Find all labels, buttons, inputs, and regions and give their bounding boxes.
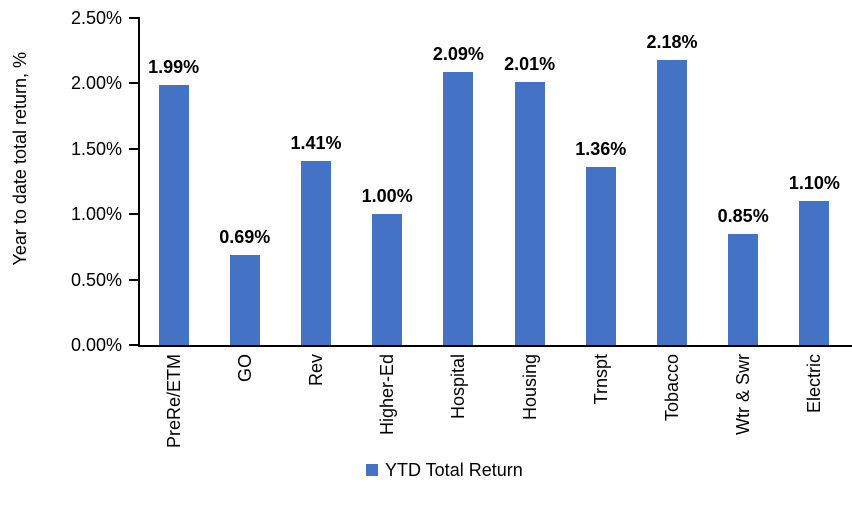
legend: YTD Total Return bbox=[366, 459, 523, 481]
x-category-label: Housing bbox=[519, 354, 541, 420]
legend-swatch-icon bbox=[366, 464, 378, 476]
bar-value-label: 1.41% bbox=[290, 132, 342, 153]
x-category-label: Rev bbox=[305, 354, 327, 386]
x-category-label: Hospital bbox=[447, 354, 469, 419]
x-category-label-text: Housing bbox=[519, 354, 540, 421]
x-category-label-text: Trnspt bbox=[590, 354, 611, 405]
y-tick-mark bbox=[129, 82, 138, 85]
bar bbox=[443, 71, 474, 345]
bar-value-label: 2.01% bbox=[504, 54, 556, 75]
bar bbox=[158, 84, 189, 345]
x-category-label-text: Wtr & Swr bbox=[733, 354, 754, 435]
bar-value-label: 1.36% bbox=[575, 139, 627, 160]
bar-value-label: 0.85% bbox=[717, 205, 769, 226]
y-tick-mark bbox=[129, 344, 138, 346]
x-category-label-text: Tobacco bbox=[662, 354, 682, 422]
x-category-label: PreRe/ETM bbox=[163, 354, 185, 448]
y-tick-label: 1.00% bbox=[70, 204, 122, 225]
y-tick-label: 0.50% bbox=[70, 269, 122, 290]
bar bbox=[301, 160, 331, 345]
bar bbox=[372, 214, 403, 345]
bar bbox=[229, 254, 260, 345]
y-tick-label: 1.50% bbox=[70, 138, 122, 159]
x-category-label: Higher-Ed bbox=[376, 354, 398, 435]
legend-label: YTD Total Return bbox=[385, 460, 523, 480]
bar bbox=[585, 167, 616, 345]
x-category-label-text: Hospital bbox=[448, 354, 469, 420]
bar bbox=[799, 201, 830, 345]
x-category-label: GO bbox=[234, 354, 256, 382]
x-axis-line bbox=[138, 345, 852, 347]
bar bbox=[728, 233, 759, 345]
y-tick-label: 2.00% bbox=[70, 73, 122, 94]
y-tick-mark bbox=[129, 17, 138, 19]
y-tick-label: 0.00% bbox=[70, 335, 122, 355]
x-category-label-text: Rev bbox=[306, 354, 326, 387]
y-axis-line bbox=[138, 17, 140, 347]
x-category-label: Electric bbox=[803, 354, 825, 413]
x-category-label: Wtr & Swr bbox=[732, 354, 754, 435]
x-category-label-text: GO bbox=[234, 354, 255, 383]
x-category-label-text: PreRe/ETM bbox=[163, 354, 184, 449]
x-category-label-text: Higher-Ed bbox=[377, 354, 398, 436]
bar-value-label: 1.10% bbox=[788, 173, 840, 194]
y-tick-mark bbox=[129, 147, 138, 150]
bar-value-label: 1.99% bbox=[148, 56, 200, 77]
x-category-label: Trnspt bbox=[590, 354, 612, 404]
y-tick-mark bbox=[129, 213, 138, 216]
y-tick-mark bbox=[129, 278, 138, 281]
x-category-label: Tobacco bbox=[661, 354, 683, 421]
bar-value-label: 2.18% bbox=[646, 31, 698, 52]
bar bbox=[514, 82, 545, 345]
bar bbox=[657, 59, 687, 345]
bar-value-label: 2.09% bbox=[432, 43, 484, 64]
y-tick-label: 2.50% bbox=[70, 8, 122, 28]
bar-value-label: 0.69% bbox=[219, 226, 271, 247]
x-category-label-text: Electric bbox=[804, 354, 825, 414]
bar-value-label: 1.00% bbox=[361, 186, 413, 207]
